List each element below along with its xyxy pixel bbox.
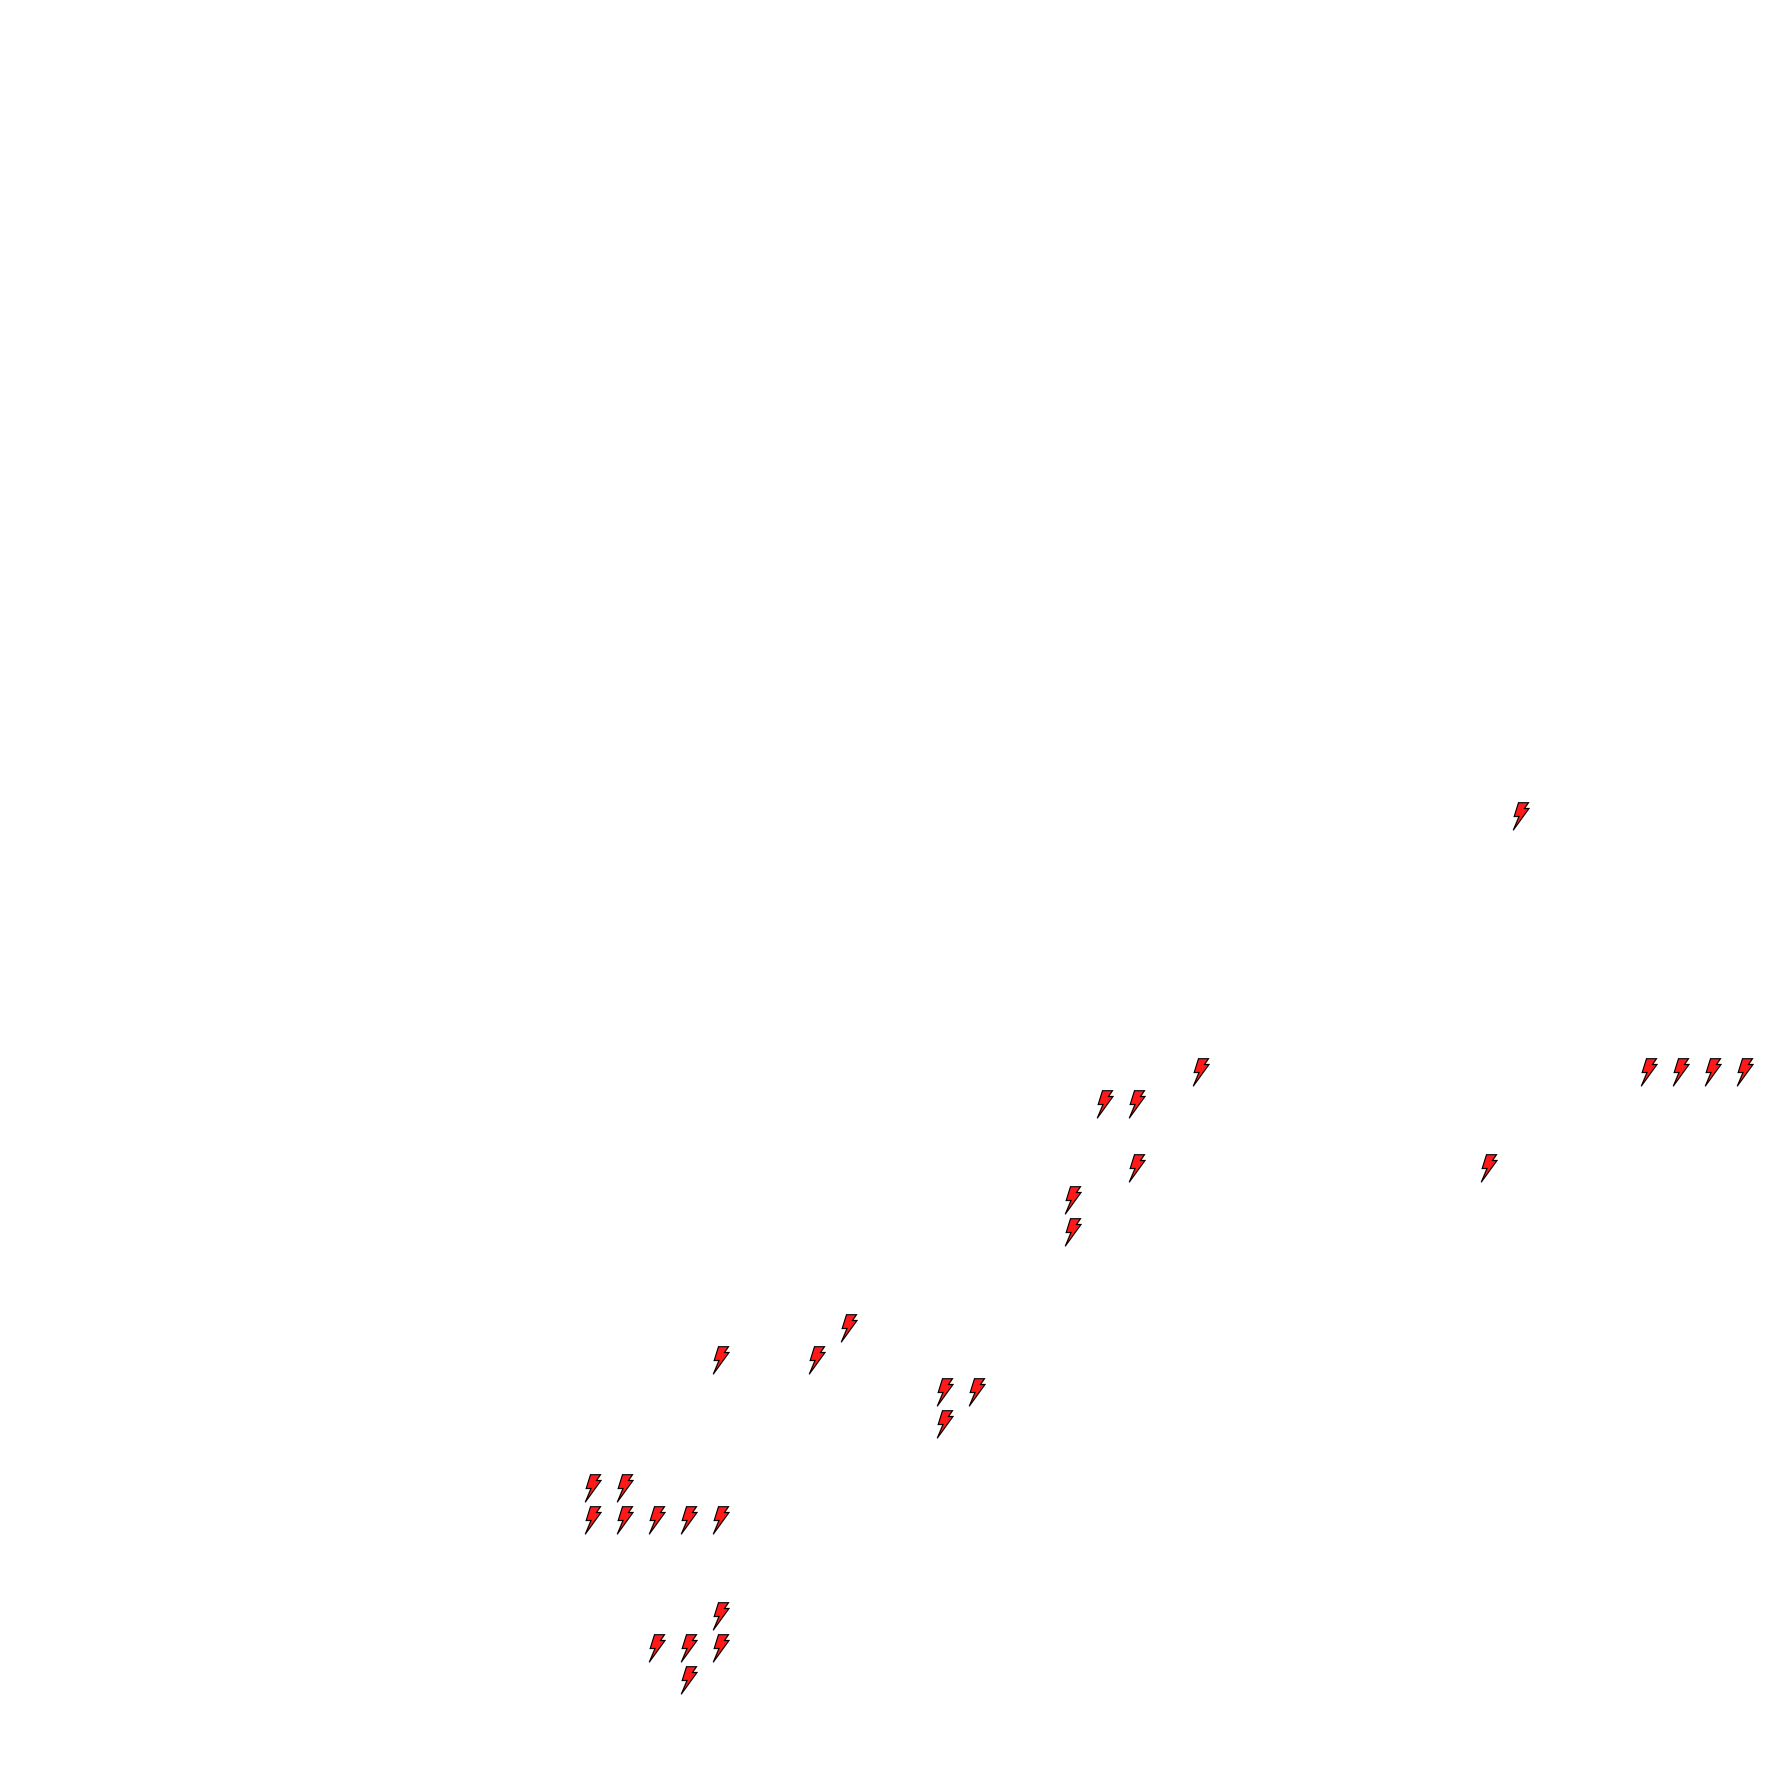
lightning-bolt-icon bbox=[1128, 1154, 1146, 1183]
lightning-bolt-icon bbox=[680, 1666, 698, 1695]
lightning-bolt-icon bbox=[1096, 1090, 1114, 1119]
lightning-bolt-icon bbox=[616, 1506, 634, 1535]
lightning-bolt-icon bbox=[1064, 1186, 1082, 1215]
lightning-bolt-icon bbox=[1512, 802, 1530, 831]
lightning-bolt-icon bbox=[648, 1506, 666, 1535]
lightning-bolt-icon bbox=[712, 1634, 730, 1663]
lightning-bolt-icon bbox=[1128, 1090, 1146, 1119]
lightning-bolt-icon bbox=[584, 1506, 602, 1535]
lightning-bolt-icon bbox=[712, 1346, 730, 1375]
lightning-bolt-icon bbox=[936, 1378, 954, 1407]
lightning-bolt-icon bbox=[1640, 1058, 1658, 1087]
lightning-bolt-icon bbox=[840, 1314, 858, 1343]
lightning-bolt-icon bbox=[1704, 1058, 1722, 1087]
lightning-bolt-icon bbox=[968, 1378, 986, 1407]
lightning-bolt-icon bbox=[680, 1634, 698, 1663]
lightning-bolt-icon bbox=[616, 1474, 634, 1503]
lightning-bolt-icon bbox=[584, 1474, 602, 1503]
lightning-bolt-icon bbox=[1672, 1058, 1690, 1087]
lightning-bolt-icon bbox=[680, 1506, 698, 1535]
lightning-bolt-icon bbox=[936, 1410, 954, 1439]
lightning-bolt-icon bbox=[712, 1506, 730, 1535]
lightning-bolt-icon bbox=[712, 1602, 730, 1631]
lightning-bolt-icon bbox=[648, 1634, 666, 1663]
lightning-bolt-icon bbox=[1064, 1218, 1082, 1247]
lightning-bolt-icon bbox=[1192, 1058, 1210, 1087]
lightning-bolt-icon bbox=[1480, 1154, 1498, 1183]
lightning-bolt-icon bbox=[808, 1346, 826, 1375]
lightning-bolt-icon bbox=[1736, 1058, 1754, 1087]
